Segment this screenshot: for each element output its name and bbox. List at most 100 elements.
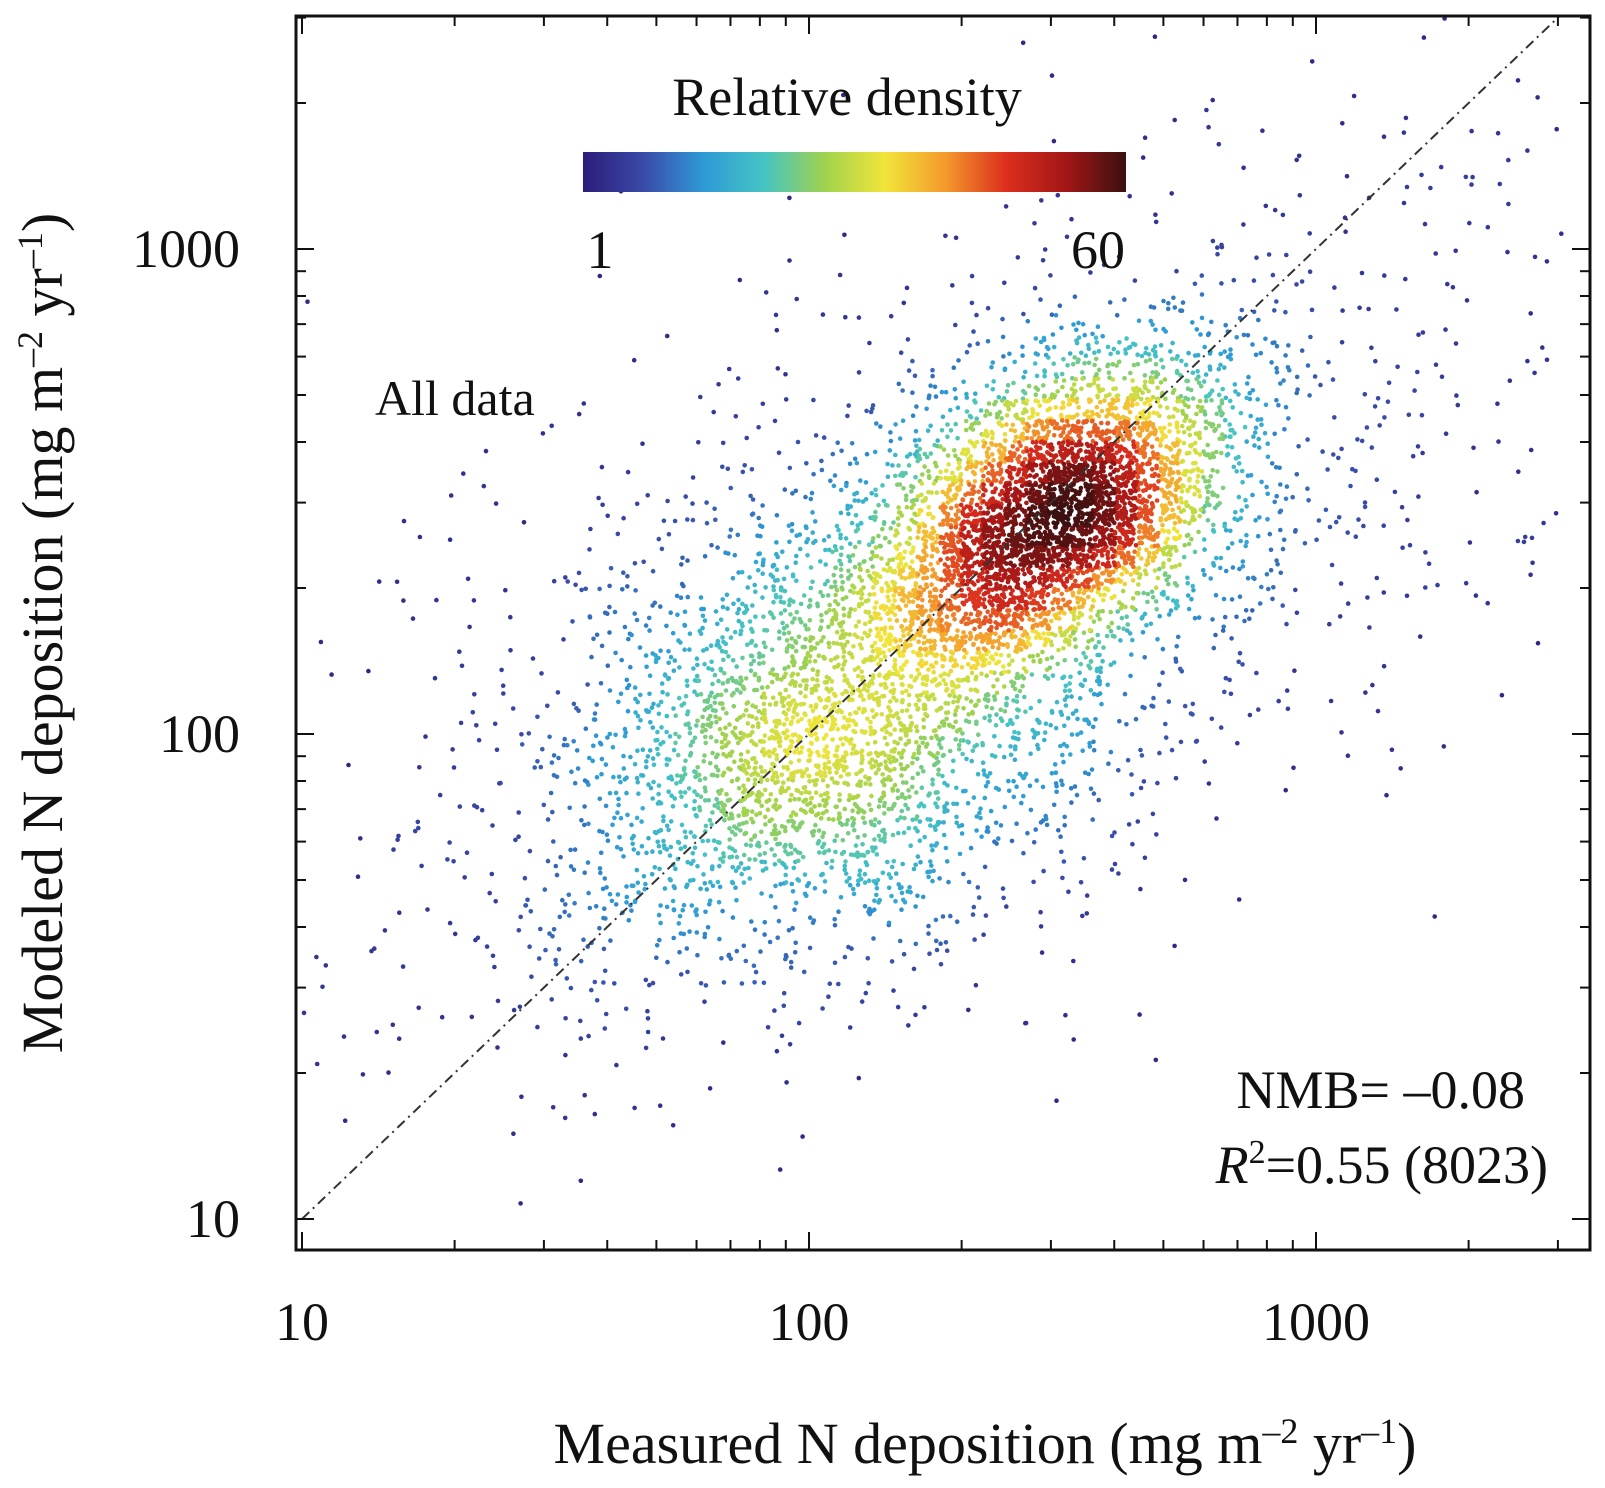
data-point bbox=[569, 769, 574, 775]
data-point bbox=[753, 969, 759, 975]
data-point bbox=[780, 588, 785, 593]
data-point bbox=[843, 750, 849, 755]
data-point bbox=[1243, 608, 1249, 613]
data-point bbox=[995, 413, 1001, 418]
data-point bbox=[1093, 335, 1099, 341]
data-point bbox=[819, 872, 824, 878]
data-point bbox=[1006, 788, 1012, 794]
data-point bbox=[1241, 165, 1246, 171]
data-point bbox=[690, 739, 695, 744]
data-point bbox=[1049, 618, 1054, 624]
data-point bbox=[1178, 308, 1183, 313]
data-point bbox=[1014, 675, 1019, 681]
data-point bbox=[1060, 752, 1065, 758]
data-point bbox=[1210, 490, 1215, 496]
data-point bbox=[1299, 279, 1305, 284]
data-point bbox=[1097, 652, 1102, 658]
data-point bbox=[886, 872, 892, 877]
data-point bbox=[1061, 741, 1067, 747]
data-point bbox=[729, 829, 735, 835]
data-point bbox=[1256, 317, 1261, 323]
data-point bbox=[1081, 856, 1087, 861]
data-point bbox=[850, 685, 855, 690]
data-point bbox=[499, 667, 504, 673]
data-point bbox=[690, 475, 696, 480]
data-point bbox=[1174, 368, 1180, 374]
data-point bbox=[582, 804, 587, 809]
data-point bbox=[1258, 417, 1264, 422]
data-point bbox=[724, 711, 729, 716]
data-point bbox=[1063, 637, 1069, 642]
data-point bbox=[1051, 361, 1056, 367]
data-point bbox=[1035, 411, 1040, 417]
data-point bbox=[1030, 410, 1036, 415]
data-point bbox=[560, 897, 565, 903]
data-point bbox=[1420, 330, 1426, 335]
data-point bbox=[912, 452, 918, 457]
data-point bbox=[1091, 380, 1097, 386]
data-point bbox=[1499, 692, 1505, 698]
data-point bbox=[855, 526, 861, 532]
data-point bbox=[920, 681, 926, 687]
data-point bbox=[693, 769, 698, 775]
data-point bbox=[813, 790, 819, 795]
data-point bbox=[599, 464, 605, 470]
data-point bbox=[846, 576, 851, 581]
data-point bbox=[928, 423, 933, 429]
data-point bbox=[1027, 783, 1033, 789]
data-point bbox=[843, 735, 848, 741]
data-point bbox=[1247, 390, 1252, 396]
data-point bbox=[1229, 541, 1235, 546]
data-point bbox=[1375, 708, 1381, 714]
data-point bbox=[1082, 677, 1088, 683]
data-point bbox=[541, 802, 547, 808]
data-point bbox=[1032, 221, 1037, 226]
data-point bbox=[1014, 821, 1019, 826]
data-point bbox=[703, 983, 709, 988]
data-point bbox=[818, 793, 824, 798]
data-point bbox=[1179, 500, 1184, 505]
data-point bbox=[931, 678, 936, 683]
data-point bbox=[1135, 361, 1141, 367]
data-point bbox=[1139, 556, 1144, 561]
data-point bbox=[981, 768, 987, 773]
data-point bbox=[926, 923, 931, 929]
data-point bbox=[846, 511, 851, 517]
data-point bbox=[842, 673, 847, 678]
data-point bbox=[613, 650, 618, 656]
data-point bbox=[702, 852, 708, 857]
data-point bbox=[1247, 616, 1252, 621]
data-point bbox=[887, 632, 893, 637]
data-point bbox=[1209, 716, 1215, 722]
data-point bbox=[738, 861, 744, 866]
data-point bbox=[685, 594, 691, 600]
data-point bbox=[947, 748, 953, 754]
data-point bbox=[1070, 361, 1076, 367]
data-point bbox=[1221, 596, 1227, 602]
data-point bbox=[928, 451, 934, 456]
data-point bbox=[702, 753, 707, 758]
data-point bbox=[1153, 354, 1158, 359]
data-point bbox=[582, 870, 587, 875]
data-point bbox=[847, 712, 853, 717]
data-point bbox=[783, 711, 789, 717]
data-point bbox=[768, 893, 774, 899]
data-point bbox=[1132, 278, 1138, 283]
data-point bbox=[771, 615, 776, 620]
data-point bbox=[554, 872, 560, 878]
data-point bbox=[819, 467, 825, 473]
data-point bbox=[993, 399, 998, 405]
data-point bbox=[1046, 355, 1051, 360]
data-point bbox=[900, 861, 905, 867]
data-point bbox=[647, 691, 652, 697]
data-point bbox=[1269, 360, 1274, 365]
data-point bbox=[980, 663, 985, 668]
data-point bbox=[1416, 332, 1421, 338]
data-point bbox=[759, 685, 765, 690]
data-point bbox=[868, 628, 873, 633]
data-point bbox=[973, 687, 978, 693]
data-point bbox=[1294, 610, 1300, 616]
data-point bbox=[1097, 691, 1103, 696]
data-point bbox=[697, 804, 702, 810]
data-point bbox=[910, 570, 915, 576]
